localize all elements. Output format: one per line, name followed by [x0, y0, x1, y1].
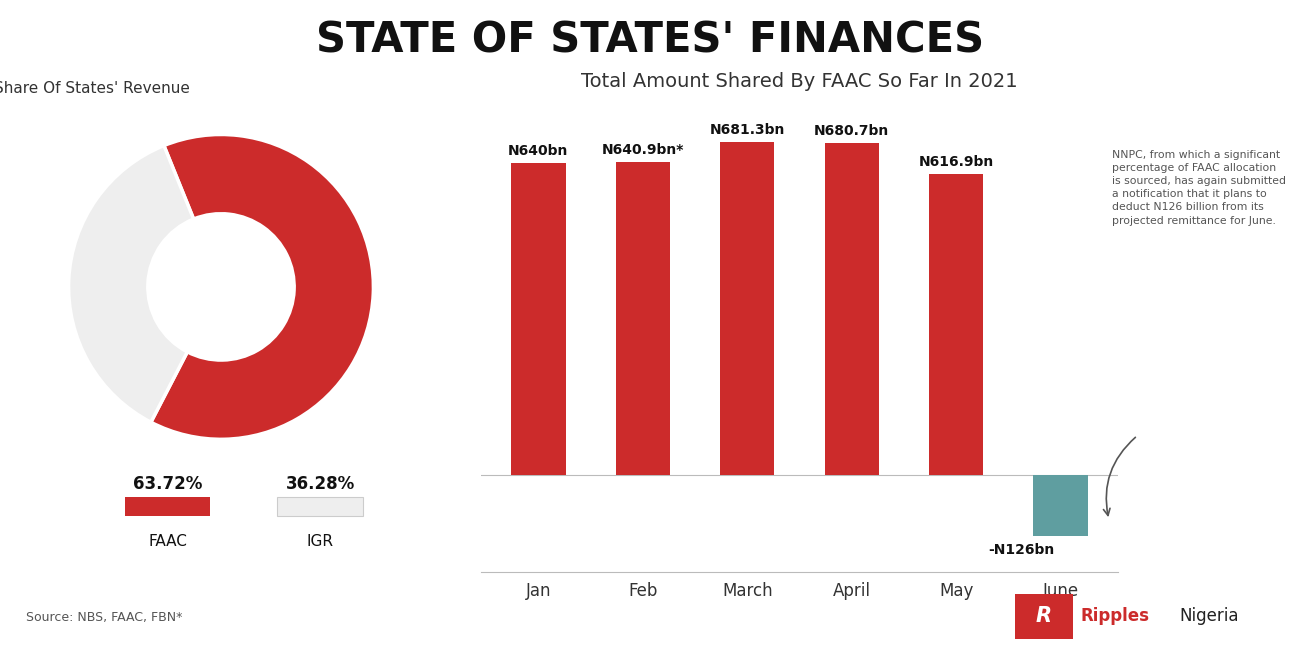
Text: 36.28%: 36.28% — [286, 474, 355, 493]
Text: STATE OF STATES' FINANCES: STATE OF STATES' FINANCES — [316, 20, 984, 62]
Bar — [511, 162, 566, 474]
Text: N681.3bn: N681.3bn — [710, 124, 785, 138]
FancyBboxPatch shape — [1015, 594, 1072, 638]
Text: N640.9bn*: N640.9bn* — [602, 143, 684, 157]
Bar — [930, 174, 983, 474]
Bar — [824, 142, 879, 474]
Text: Share Of States' Revenue: Share Of States' Revenue — [0, 81, 190, 96]
Text: -N126bn: -N126bn — [988, 543, 1054, 557]
Text: N616.9bn: N616.9bn — [919, 155, 993, 169]
Bar — [277, 497, 363, 515]
Title: Total Amount Shared By FAAC So Far In 2021: Total Amount Shared By FAAC So Far In 20… — [581, 72, 1018, 92]
Wedge shape — [151, 135, 373, 439]
Text: NNPC, from which a significant
percentage of FAAC allocation
is sourced, has aga: NNPC, from which a significant percentag… — [1112, 150, 1286, 226]
Text: R: R — [1036, 606, 1052, 626]
Bar — [616, 162, 670, 474]
Text: Source: NBS, FAAC, FBN*: Source: NBS, FAAC, FBN* — [26, 611, 182, 624]
Text: 63.72%: 63.72% — [133, 474, 203, 493]
Text: N680.7bn: N680.7bn — [814, 124, 889, 138]
Bar — [125, 497, 211, 515]
Bar — [720, 142, 775, 474]
Wedge shape — [69, 146, 194, 422]
Text: Ripples: Ripples — [1080, 607, 1149, 625]
Text: IGR: IGR — [307, 534, 334, 549]
Bar — [1034, 474, 1088, 536]
Text: N640bn: N640bn — [508, 144, 568, 158]
Text: Nigeria: Nigeria — [1179, 607, 1239, 625]
Text: FAAC: FAAC — [148, 534, 187, 549]
